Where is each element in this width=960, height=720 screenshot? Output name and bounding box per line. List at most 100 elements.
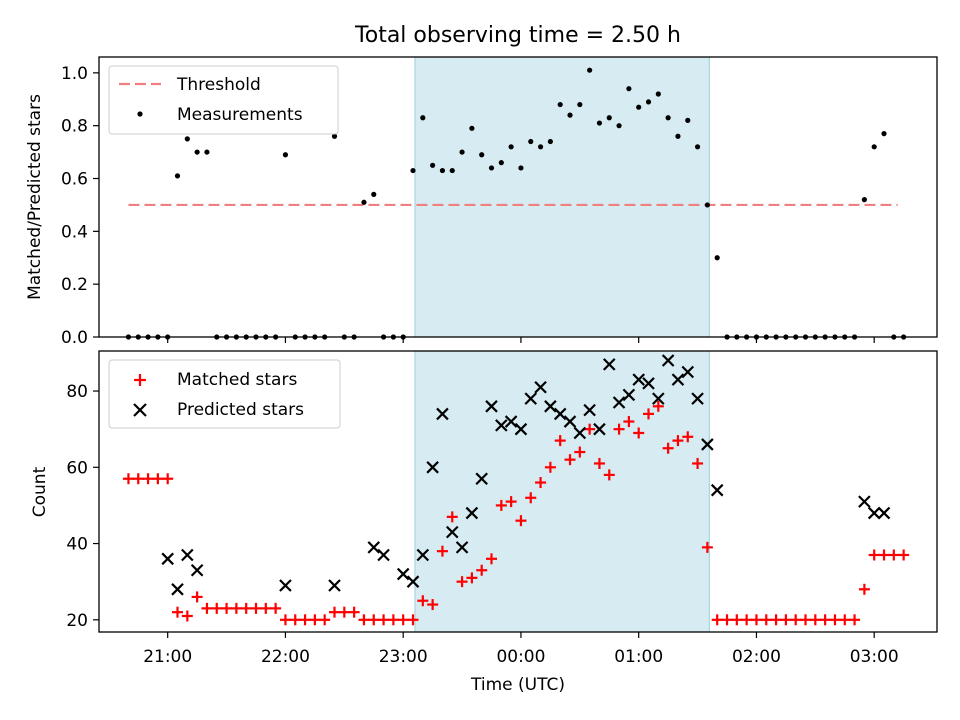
measurement-point bbox=[714, 255, 720, 261]
ratio-y-tick-label: 0.2 bbox=[61, 275, 88, 295]
predicted-star-point bbox=[455, 541, 469, 554]
predicted-star-point bbox=[661, 354, 675, 367]
ratio-y-tick-label: 0.0 bbox=[61, 328, 88, 348]
count-y-tick-label: 40 bbox=[66, 535, 88, 555]
matched-star-point bbox=[122, 473, 134, 485]
measurement-point bbox=[469, 125, 475, 131]
predicted-star-point bbox=[710, 483, 724, 497]
predicted-star-point bbox=[514, 422, 528, 436]
matched-star-point bbox=[329, 606, 341, 618]
matched-star-point bbox=[495, 499, 507, 511]
predicted-star-point bbox=[612, 396, 626, 409]
measurement-point bbox=[626, 86, 632, 92]
ratio-y-axis-label: Matched/Predicted stars bbox=[25, 94, 45, 300]
matched-star-point bbox=[849, 614, 861, 626]
matched-star-point bbox=[692, 457, 704, 469]
predicted-star-point bbox=[465, 506, 479, 520]
predicted-star-point bbox=[445, 525, 459, 539]
matched-star-point bbox=[868, 549, 880, 561]
matched-star-point bbox=[790, 614, 802, 626]
matched-star-point bbox=[672, 435, 684, 447]
predicted-star-point bbox=[396, 567, 410, 581]
x-tick-label: 03:00 bbox=[850, 647, 899, 667]
count-y-axis-label: Count bbox=[30, 466, 50, 517]
matched-star-point bbox=[319, 614, 331, 626]
ratio-y-tick-label: 0.8 bbox=[61, 117, 88, 137]
matched-star-point bbox=[162, 473, 174, 485]
matched-star-point bbox=[760, 614, 772, 626]
matched-star-point bbox=[456, 576, 468, 588]
ratio-panel: 0.0 0.2 0.4 0.6 0.8 1.0 Matched/Predicted sta… bbox=[25, 56, 938, 348]
measurement-point bbox=[665, 115, 671, 121]
matched-star-point bbox=[652, 400, 664, 412]
measurement-point bbox=[518, 165, 524, 171]
count-points bbox=[122, 354, 910, 626]
matched-star-point bbox=[515, 515, 527, 527]
matched-star-point bbox=[711, 614, 723, 626]
matched-star-point bbox=[279, 614, 291, 626]
matched-star-point bbox=[338, 606, 350, 618]
x-axis-label: Time (UTC) bbox=[470, 675, 565, 695]
predicted-star-point bbox=[877, 506, 891, 520]
matched-star-point bbox=[221, 602, 233, 614]
matched-star-point bbox=[829, 614, 841, 626]
x-tick-label: 00:00 bbox=[496, 647, 545, 667]
count-y-ticks: 20 40 60 80 bbox=[66, 382, 99, 631]
measurement-point bbox=[479, 152, 485, 158]
matched-star-point bbox=[191, 591, 203, 603]
matched-star-point bbox=[662, 442, 674, 454]
predicted-star-point bbox=[495, 419, 508, 432]
count-panel: 20 40 60 80 21:00 22:00 23:00 00:00 01:00 02:00 0… bbox=[30, 350, 938, 695]
measurement-point bbox=[430, 162, 436, 168]
predicted-star-point bbox=[279, 579, 292, 592]
matched-star-point bbox=[584, 423, 596, 435]
matched-star-point bbox=[378, 614, 390, 626]
predicted-star-point bbox=[681, 365, 695, 379]
matched-star-point bbox=[486, 553, 498, 565]
count-legend-box bbox=[108, 359, 341, 429]
matched-star-point bbox=[770, 614, 782, 626]
measurement-point bbox=[685, 117, 691, 123]
matched-star-point bbox=[809, 614, 821, 626]
ratio-y-ticks: 0.0 0.2 0.4 0.6 0.8 1.0 bbox=[61, 64, 99, 348]
measurements-legend-label: Measurements bbox=[177, 105, 303, 125]
matched-star-point bbox=[878, 549, 890, 561]
matched-star-point bbox=[731, 614, 743, 626]
ratio-y-tick-label: 0.6 bbox=[61, 170, 88, 190]
matched-star-point bbox=[368, 614, 380, 626]
matched-legend-swatch bbox=[134, 374, 146, 386]
predicted-star-point bbox=[367, 541, 381, 554]
measurement-point bbox=[488, 165, 495, 171]
matched-star-point bbox=[260, 602, 272, 614]
measurement-point bbox=[420, 115, 426, 121]
ratio-y-tick-label: 1.0 bbox=[61, 64, 88, 84]
measurement-point bbox=[528, 138, 534, 145]
matched-star-point bbox=[613, 423, 625, 435]
matched-star-point bbox=[858, 583, 870, 595]
predicted-star-point bbox=[171, 583, 184, 596]
matched-star-point bbox=[181, 610, 193, 622]
measurement-point bbox=[361, 199, 367, 205]
predicted-legend-label: Predicted stars bbox=[177, 400, 304, 420]
measurement-point bbox=[331, 133, 338, 139]
predicted-star-point bbox=[534, 380, 547, 394]
count-y-tick-label: 80 bbox=[66, 382, 88, 402]
predicted-star-point bbox=[858, 495, 871, 508]
matched-star-point bbox=[839, 614, 851, 626]
measurement-point bbox=[371, 191, 377, 197]
matched-star-point bbox=[358, 614, 370, 626]
matched-star-point bbox=[152, 473, 164, 485]
measurement-point bbox=[577, 101, 583, 108]
matched-star-point bbox=[819, 614, 831, 626]
matched-star-point bbox=[721, 614, 733, 626]
measurement-point bbox=[587, 67, 593, 73]
matched-star-point bbox=[211, 602, 223, 614]
predicted-star-point bbox=[691, 392, 704, 405]
matched-star-point bbox=[593, 457, 605, 469]
matched-star-point bbox=[132, 473, 144, 485]
predicted-star-point bbox=[544, 400, 557, 413]
matched-star-point bbox=[230, 602, 242, 614]
predicted-star-point bbox=[622, 388, 636, 402]
matched-star-point bbox=[780, 614, 792, 626]
